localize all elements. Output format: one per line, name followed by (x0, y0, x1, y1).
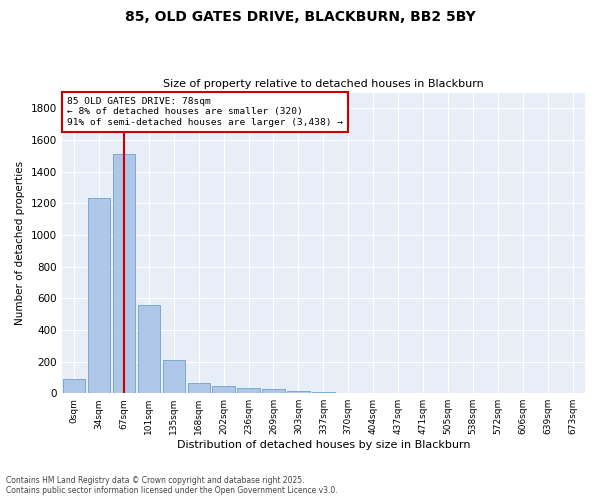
Bar (88, 198, 110, 393)
Text: 85 OLD GATES DRIVE: 78sqm
← 8% of detached houses are smaller (320)
91% of semi-: 85 OLD GATES DRIVE: 78sqm ← 8% of detach… (67, 97, 343, 127)
Bar (163, 360, 185, 393)
Title: Size of property relative to detached houses in Blackburn: Size of property relative to detached ho… (163, 79, 484, 89)
Bar (212, 386, 235, 393)
Bar (63, 379, 85, 393)
Text: Contains HM Land Registry data © Crown copyright and database right 2025.
Contai: Contains HM Land Registry data © Crown c… (6, 476, 338, 495)
Bar (262, 389, 285, 393)
Text: 85, OLD GATES DRIVE, BLACKBURN, BB2 5BY: 85, OLD GATES DRIVE, BLACKBURN, BB2 5BY (125, 10, 475, 24)
X-axis label: Distribution of detached houses by size in Blackburn: Distribution of detached houses by size … (176, 440, 470, 450)
Bar (113, 154, 135, 393)
Bar (312, 392, 335, 393)
Bar (287, 391, 310, 393)
Y-axis label: Number of detached properties: Number of detached properties (15, 161, 25, 325)
Bar (238, 388, 260, 393)
Bar (188, 383, 210, 393)
Bar (137, 304, 160, 393)
